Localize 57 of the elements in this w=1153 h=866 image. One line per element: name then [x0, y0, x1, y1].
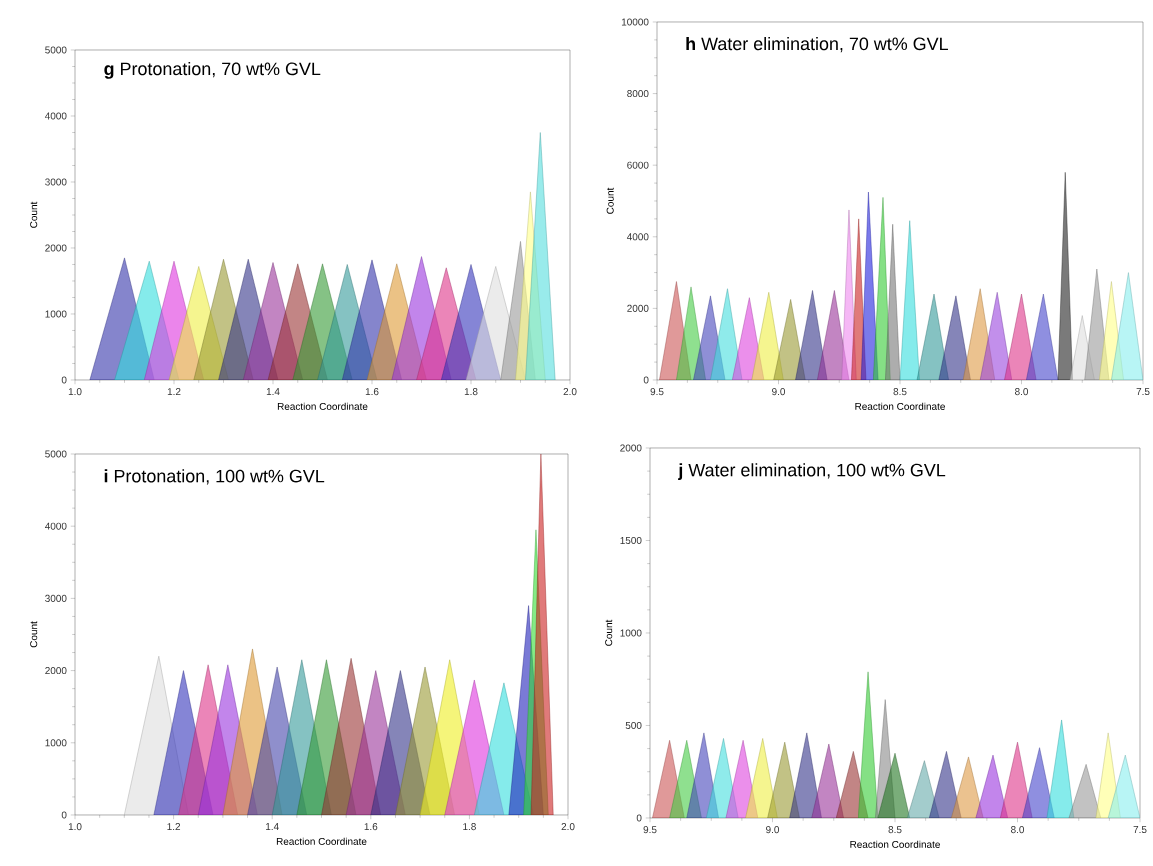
y-tick-label: 2000	[627, 304, 649, 312]
x-tick-label: 1.6	[364, 823, 378, 831]
x-tick-label: 2.0	[561, 823, 575, 831]
y-axis-title: Count	[606, 187, 614, 214]
x-tick-label: 8.0	[1011, 826, 1025, 834]
y-tick-label: 4000	[44, 522, 67, 530]
text: h Water elimination, 70 wt% GVL	[686, 36, 948, 53]
x-tick-label: 8.5	[888, 826, 902, 834]
y-tick-label: 2000	[45, 244, 67, 252]
y-tick-label: 0	[636, 814, 642, 822]
x-tick-label: 1.8	[463, 823, 476, 831]
x-tick-label: 1.4	[266, 823, 279, 830]
y-tick-label: 1000	[620, 629, 642, 637]
y-axis-title: Count	[605, 619, 613, 646]
x-axis-title: Reaction Coordinate	[277, 402, 368, 410]
y-tick-label: 0	[61, 376, 67, 384]
y-tick-label: 0	[61, 811, 67, 819]
x-tick-label: 2.0	[563, 388, 577, 396]
y-tick-label: 3000	[45, 594, 67, 602]
x-tick-label: 9.5	[643, 826, 657, 834]
x-tick-label: 1.2	[167, 388, 181, 396]
y-tick-label: 1000	[45, 310, 67, 318]
x-tick-label: 1.0	[68, 388, 82, 396]
x-tick-label: 9.0	[772, 388, 786, 396]
x-tick-label: 8.5	[893, 388, 907, 396]
y-tick-label: 4000	[626, 233, 649, 241]
y-tick-label: 1500	[620, 536, 642, 545]
x-tick-label: 8.0	[1015, 388, 1029, 396]
y-tick-label: 10000	[621, 18, 649, 26]
x-tick-label: 7.5	[1136, 388, 1150, 396]
text: i Protonation, 100 wt% GVL	[104, 469, 325, 485]
y-tick-label: 0	[643, 376, 649, 384]
x-tick-label: 7.5	[1133, 826, 1147, 834]
x-tick-label: 1.2	[167, 823, 181, 831]
y-axis-title: Count	[30, 201, 38, 228]
x-axis-title: Reaction Coordinate	[855, 402, 945, 410]
y-tick-label: 500	[625, 721, 642, 730]
y-tick-label: 4000	[44, 112, 67, 120]
x-tick-label: 9.5	[650, 388, 664, 396]
y-tick-label: 5000	[45, 46, 67, 54]
x-tick-label: 1.6	[365, 388, 379, 396]
text: g Protonation, 70 wt% GVL	[104, 62, 321, 79]
x-tick-label: 1.4	[266, 388, 280, 395]
x-tick-label: 9.0	[766, 826, 780, 834]
y-tick-label: 2000	[620, 444, 642, 452]
x-axis-title: Reaction Coordinate	[850, 840, 940, 848]
y-tick-label: 1000	[45, 739, 67, 747]
x-tick-label: 1.0	[68, 823, 82, 831]
y-tick-label: 6000	[627, 161, 649, 169]
x-axis-title: Reaction Coordinate	[276, 837, 367, 845]
y-tick-label: 3000	[45, 178, 67, 186]
y-tick-label: 2000	[45, 667, 67, 675]
y-tick-label: 5000	[45, 450, 67, 458]
y-tick-label: 8000	[627, 90, 649, 98]
text: j Water elimination, 100 wt% GVL	[678, 463, 946, 480]
y-axis-title: Count	[30, 621, 38, 648]
x-tick-label: 1.8	[464, 388, 478, 396]
